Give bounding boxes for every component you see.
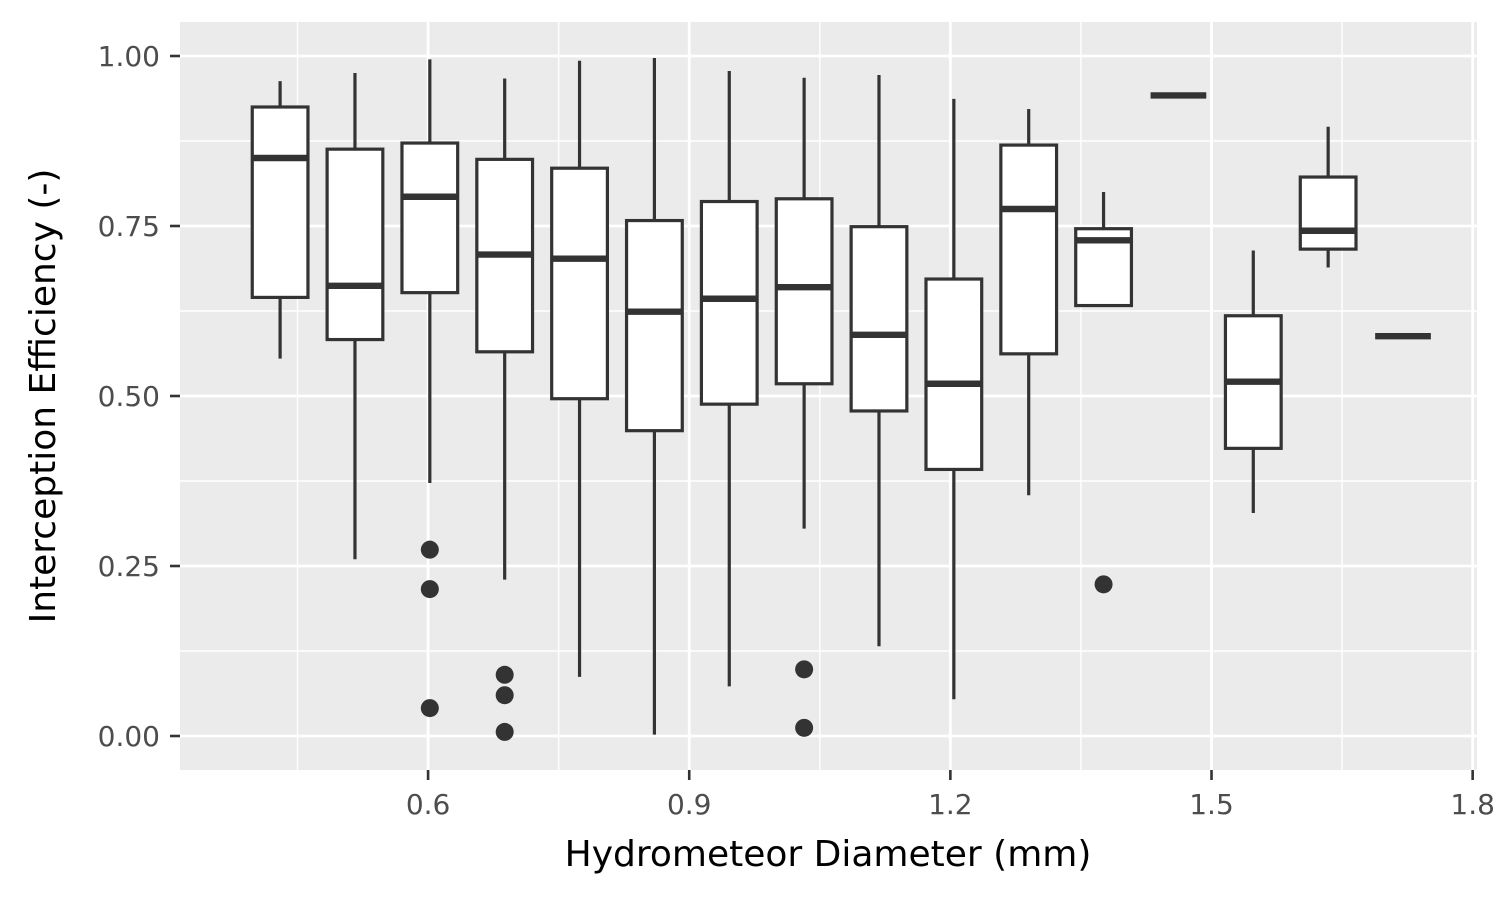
outlier-point: [495, 665, 514, 684]
box-group: [624, 58, 684, 735]
x-tick-label: 1.2: [928, 788, 973, 821]
x-axis-title: Hydrometeor Diameter (mm): [565, 834, 1092, 875]
y-tick-label: 0.75: [98, 210, 160, 243]
box-body: [400, 141, 460, 295]
x-tick-label: 1.8: [1450, 788, 1495, 821]
box-group: [325, 73, 385, 560]
box-group: [774, 77, 834, 737]
box-group: [999, 109, 1059, 496]
x-tick-label: 0.6: [406, 788, 451, 821]
box-group: [475, 78, 535, 741]
box-body: [1298, 175, 1358, 251]
box-group: [250, 81, 310, 359]
box-body: [999, 143, 1059, 356]
box-group: [849, 75, 909, 647]
outlier-point: [795, 718, 814, 737]
y-axis-title: Interception Efficiency (-): [23, 169, 64, 624]
x-tick-label: 0.9: [667, 788, 712, 821]
box-group: [1298, 126, 1358, 268]
box-group: [400, 59, 460, 718]
box-body: [849, 225, 909, 413]
axes: 0.00 0.25 0.50 0.75 1.00 0.6 0.9 1.2 1.5 1.8: [98, 40, 1495, 821]
box-body: [924, 277, 984, 472]
y-tick-label: 0.50: [98, 380, 160, 413]
box-body: [699, 199, 759, 406]
outlier-point: [420, 580, 439, 599]
box-group: [699, 70, 759, 687]
y-tick-label: 0.00: [98, 720, 160, 753]
box-body: [550, 166, 610, 401]
y-tick-label: 1.00: [98, 40, 160, 73]
box-group: [1074, 192, 1134, 594]
outlier-point: [495, 686, 514, 705]
outlier-point: [795, 660, 814, 679]
y-tick-label: 0.25: [98, 550, 160, 583]
outlier-point: [420, 540, 439, 559]
x-tick-label: 1.5: [1189, 788, 1234, 821]
box-body: [774, 197, 834, 386]
box-group: [550, 60, 610, 677]
outlier-point: [1094, 575, 1113, 594]
outlier-point: [495, 722, 514, 741]
outlier-point: [420, 699, 439, 718]
box-body: [250, 105, 310, 299]
box-body: [624, 218, 684, 433]
box-group: [924, 98, 984, 700]
grid-lines: [180, 22, 1477, 770]
boxes: [250, 58, 1431, 741]
box-group: [1223, 250, 1283, 513]
box-body: [325, 147, 385, 342]
